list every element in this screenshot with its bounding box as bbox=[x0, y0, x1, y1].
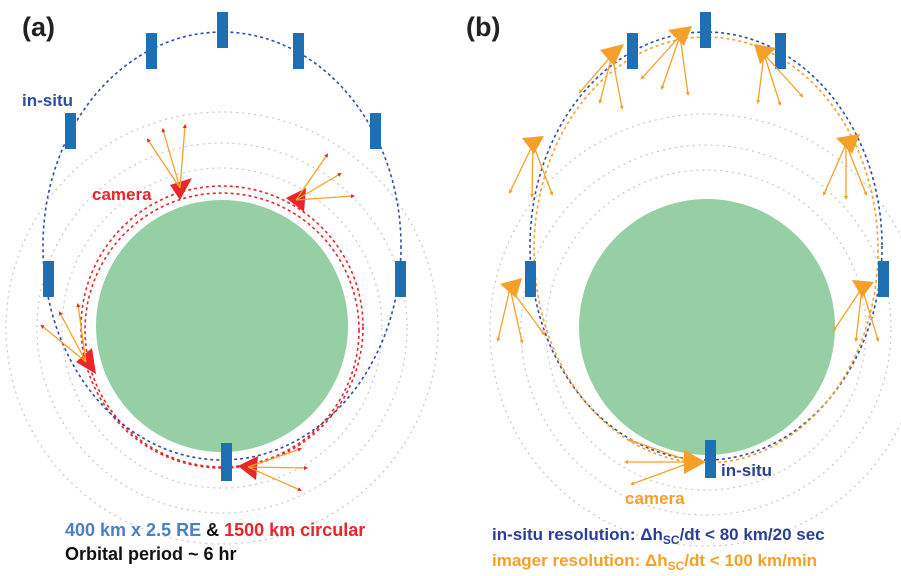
imager-spacecraft bbox=[623, 438, 706, 486]
insitu-spacecraft bbox=[43, 261, 54, 297]
insitu-orbit bbox=[42, 31, 402, 461]
camera-spacecraft bbox=[238, 447, 309, 492]
subscript-sc: SC bbox=[668, 559, 685, 573]
camera-orbit bbox=[80, 185, 364, 469]
imager-spacecraft bbox=[640, 26, 692, 97]
imager-resolution-value: /dt < 100 km/min bbox=[684, 551, 817, 570]
subscript-sc: SC bbox=[663, 533, 680, 547]
imager-resolution-caption: imager resolution: ΔhSC/dt < 100 km/min bbox=[492, 551, 817, 573]
guide-rings bbox=[489, 113, 901, 547]
panel-a-label: (a) bbox=[22, 12, 55, 42]
insitu-spacecraft-group bbox=[525, 12, 889, 478]
orbit-caption: 400 km x 2.5 RE & 1500 km circular bbox=[65, 520, 365, 540]
insitu-resolution-value: /dt < 80 km/20 sec bbox=[680, 525, 825, 544]
insitu-spacecraft bbox=[627, 33, 638, 69]
earth bbox=[579, 199, 835, 455]
guide-rings bbox=[5, 111, 439, 545]
insitu-spacecraft bbox=[705, 440, 716, 478]
camera-spacecraft bbox=[286, 153, 356, 212]
earth bbox=[96, 200, 348, 452]
imager-spacecraft bbox=[754, 44, 804, 106]
insitu-resolution-prefix: in-situ resolution: bbox=[492, 525, 640, 544]
insitu-resolution-caption: in-situ resolution: ΔhSC/dt < 80 km/20 s… bbox=[492, 525, 825, 547]
camera-spacecraft bbox=[40, 302, 96, 374]
imager-spacecraft bbox=[578, 44, 624, 111]
insitu-label: in-situ bbox=[22, 91, 73, 110]
camera-label: camera bbox=[92, 185, 152, 204]
insitu-spacecraft bbox=[525, 261, 536, 297]
imager-spacecraft bbox=[496, 278, 546, 345]
insitu-label: in-situ bbox=[721, 461, 772, 480]
orbit2-text: 1500 km circular bbox=[224, 520, 365, 540]
amp-text: & bbox=[201, 520, 224, 540]
insitu-spacecraft bbox=[65, 113, 76, 149]
period-caption: Orbital period ~ 6 hr bbox=[65, 544, 237, 564]
insitu-spacecraft bbox=[146, 33, 157, 69]
insitu-spacecraft bbox=[221, 443, 232, 481]
imager-resolution-prefix: imager resolution: bbox=[492, 551, 645, 570]
imager-orbit bbox=[533, 36, 879, 464]
imager-spacecraft-group bbox=[496, 26, 880, 486]
imager-spacecraft bbox=[832, 280, 880, 343]
insitu-spacecraft bbox=[293, 33, 304, 69]
insitu-spacecraft bbox=[700, 12, 711, 48]
orbit1-text: 400 km x 2.5 RE bbox=[65, 520, 201, 540]
insitu-spacecraft bbox=[395, 261, 406, 297]
insitu-spacecraft-group bbox=[43, 12, 406, 481]
delta-h-symbol: Δh bbox=[645, 551, 668, 570]
camera-label: camera bbox=[625, 489, 685, 508]
insitu-spacecraft bbox=[878, 261, 889, 297]
panel-b-label: (b) bbox=[466, 12, 500, 42]
panel-b: (b) bbox=[466, 12, 901, 573]
camera-spacecraft-group bbox=[40, 123, 356, 492]
insitu-spacecraft bbox=[370, 113, 381, 149]
delta-h-symbol: Δh bbox=[640, 525, 663, 544]
insitu-spacecraft bbox=[217, 12, 228, 48]
insitu-spacecraft bbox=[775, 33, 786, 69]
imager-spacecraft bbox=[822, 134, 868, 201]
imager-spacecraft bbox=[509, 136, 554, 199]
camera-spacecraft bbox=[146, 123, 192, 200]
panel-a: (a) bbox=[5, 12, 439, 564]
